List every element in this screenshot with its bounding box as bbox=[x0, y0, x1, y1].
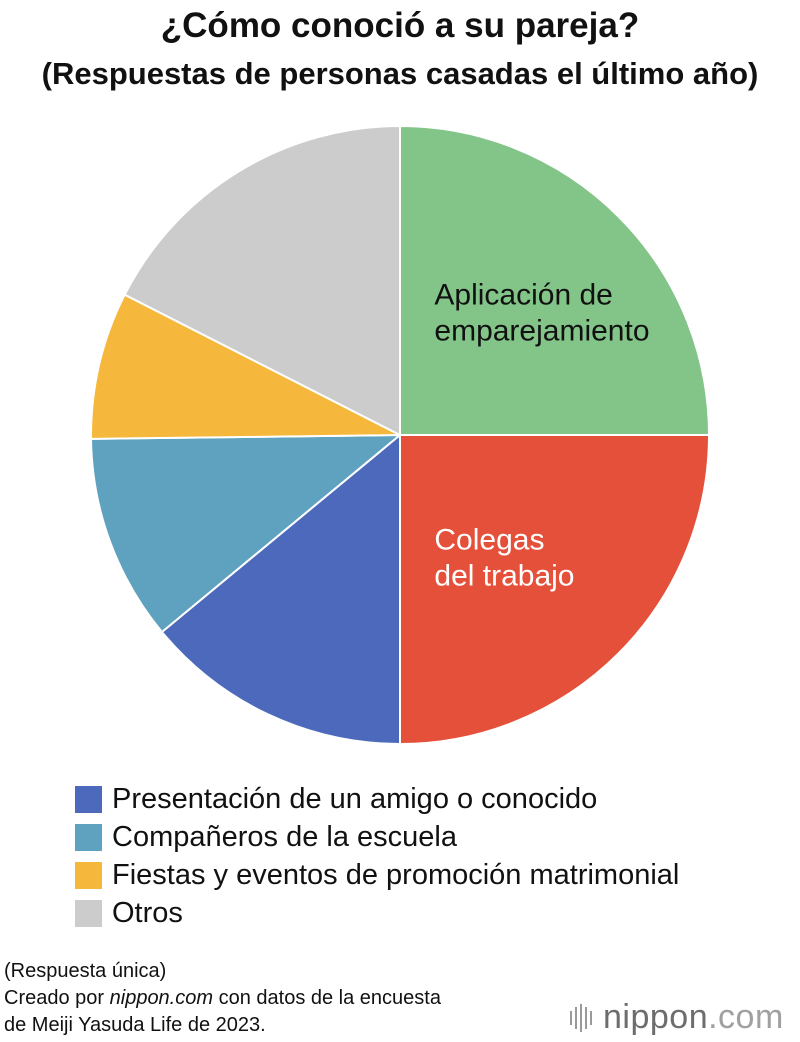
legend-swatch bbox=[75, 785, 102, 813]
note-single-answer: (Respuesta única) bbox=[4, 960, 167, 982]
legend-label: Compañeros de la escuela bbox=[112, 820, 457, 853]
note-source-suffix: con datos de la encuesta bbox=[213, 987, 441, 1009]
pie-slices bbox=[90, 124, 711, 746]
legend-swatch bbox=[75, 823, 102, 851]
brand-tld-text: .com bbox=[708, 998, 784, 1036]
slice-label-line: Aplicación de bbox=[434, 279, 612, 312]
legend-item-presentacion-de-un-amigo-o-conocido: Presentación de un amigo o conocido bbox=[75, 780, 679, 818]
legend-item-fiestas-y-eventos-de-promocion-matrimonial: Fiestas y eventos de promoción matrimoni… bbox=[75, 856, 679, 894]
note-source-prefix: Creado por bbox=[4, 987, 110, 1009]
pie-chart: Aplicación de emparejamiento Colegas del tr… bbox=[90, 124, 711, 746]
slice-label-line: del trabajo bbox=[434, 559, 574, 592]
note-source-line: Creado por nippon.com con datos de la en… bbox=[4, 985, 441, 1012]
brand-bars-icon bbox=[570, 1003, 595, 1032]
slice-label-colegas-del-trabajo: Colegas del trabajo bbox=[434, 523, 574, 592]
slice-label-line: emparejamiento bbox=[434, 315, 649, 348]
brand-logo: nippon.com bbox=[570, 998, 784, 1037]
pie-slice-presentacion-de-un-amigo-o-conocido bbox=[160, 432, 401, 746]
slice-label-aplicacion-de-emparejamiento: Aplicación de emparejamiento bbox=[434, 279, 649, 348]
pie-slice-companeros-de-la-escuela bbox=[90, 433, 403, 634]
legend-swatch bbox=[75, 861, 102, 889]
legend-swatch bbox=[75, 899, 102, 927]
legend-label: Otros bbox=[112, 896, 183, 929]
chart-title: ¿Cómo conoció a su pareja? bbox=[160, 6, 640, 45]
pie-slice-otros bbox=[123, 124, 401, 437]
pie-slice-fiestas-y-eventos-de-promocion-matrimonial bbox=[90, 293, 401, 440]
note-source-site: nippon.com bbox=[109, 987, 214, 1009]
legend-item-companeros-de-la-escuela: Compañeros de la escuela bbox=[75, 818, 679, 856]
legend-item-otros: Otros bbox=[75, 894, 679, 932]
brand-name-text: nippon bbox=[603, 998, 709, 1036]
legend-label: Presentación de un amigo o conocido bbox=[112, 782, 598, 815]
chart-subtitle: (Respuestas de personas casadas el últim… bbox=[41, 56, 759, 91]
pie-slice-aplicacion-de-emparejamiento bbox=[399, 124, 711, 436]
note-source-line-2: de Meiji Yasuda Life de 2023. bbox=[4, 1014, 266, 1036]
brand-wordmark: nippon.com bbox=[603, 998, 784, 1037]
source-notes: (Respuesta única) Creado por nippon.com … bbox=[4, 958, 441, 1039]
pie-slice-colegas-del-trabajo bbox=[399, 434, 711, 746]
slice-label-line: Colegas bbox=[434, 523, 544, 556]
pie-slice-labels: Aplicación de emparejamiento Colegas del tr… bbox=[434, 279, 649, 593]
legend-label: Fiestas y eventos de promoción matrimoni… bbox=[112, 858, 680, 891]
legend: Presentación de un amigo o conocido Compa… bbox=[75, 780, 679, 932]
